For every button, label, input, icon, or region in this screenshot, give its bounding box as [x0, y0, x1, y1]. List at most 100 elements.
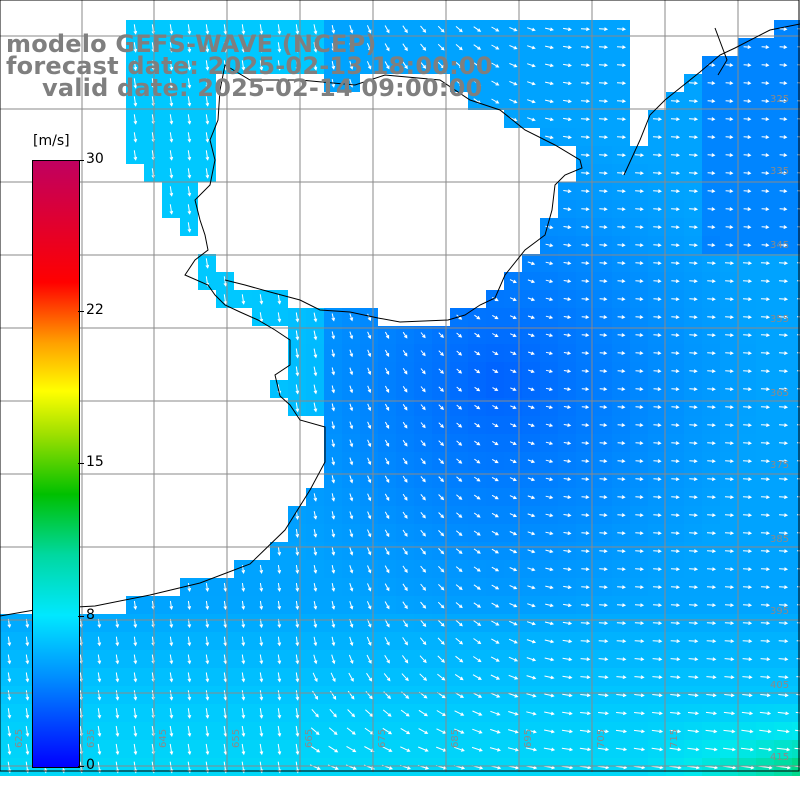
wind-arrow	[760, 441, 771, 445]
wind-arrow	[580, 639, 591, 644]
wind-arrow	[295, 672, 300, 683]
wind-arrow	[509, 297, 517, 302]
wind-arrow	[778, 621, 789, 626]
wind-arrow	[508, 711, 519, 716]
wind-arrow	[778, 351, 789, 355]
wind-arrow	[527, 549, 536, 554]
grid-label-right: 345	[770, 240, 790, 251]
wind-speed-cell	[792, 200, 800, 218]
wind-arrow	[669, 747, 682, 752]
wind-arrow	[689, 423, 698, 427]
wind-arrow	[742, 585, 753, 589]
wind-arrow	[688, 567, 699, 571]
wind-speed-cell	[792, 236, 800, 254]
wind-arrow	[313, 529, 318, 538]
wind-arrow	[779, 171, 788, 175]
wind-arrow	[419, 655, 427, 664]
wind-arrow	[687, 747, 700, 752]
wind-arrow	[707, 81, 716, 85]
wind-arrow	[473, 530, 481, 536]
wind-arrow	[205, 600, 210, 611]
wind-arrow	[349, 25, 354, 34]
wind-arrow	[438, 458, 445, 465]
wind-arrow	[259, 60, 264, 71]
wind-arrow	[778, 405, 789, 409]
wind-arrow	[759, 729, 772, 734]
wind-arrow	[725, 117, 734, 121]
wind-arrow	[349, 565, 354, 574]
wind-arrow	[580, 27, 591, 31]
wind-arrow	[740, 747, 755, 752]
wind-arrow	[474, 404, 481, 410]
wind-arrow	[545, 531, 554, 536]
wind-arrow	[455, 548, 463, 554]
wind-arrow	[454, 728, 465, 734]
wind-arrow	[725, 225, 734, 229]
wind-arrow	[653, 513, 662, 517]
wind-arrow	[544, 99, 554, 104]
wind-arrow	[688, 549, 699, 553]
wind-arrow	[364, 746, 375, 752]
grid-label-bottom: 655	[231, 728, 242, 748]
wind-arrow	[169, 114, 174, 125]
wind-arrow	[438, 350, 444, 357]
wind-arrow	[169, 690, 174, 701]
wind-arrow	[436, 710, 447, 717]
wind-arrow	[563, 99, 572, 104]
wind-arrow	[349, 403, 354, 412]
wind-arrow	[581, 495, 590, 499]
wind-arrow	[651, 765, 664, 770]
wind-speed-cell	[792, 668, 800, 686]
wind-arrow	[205, 708, 210, 719]
wind-speed-cell	[792, 596, 800, 614]
wind-arrow	[437, 61, 445, 69]
wind-arrow	[527, 117, 536, 122]
wind-arrow	[743, 171, 752, 175]
wind-arrow	[367, 511, 372, 520]
wind-arrow	[473, 512, 481, 518]
wind-arrow	[115, 672, 120, 683]
wind-arrow	[653, 567, 662, 571]
wind-arrow	[259, 42, 264, 53]
wind-arrow	[724, 693, 735, 698]
wind-arrow	[473, 620, 482, 627]
wind-arrow	[778, 585, 789, 589]
wind-arrow	[671, 297, 680, 301]
wind-arrow	[779, 63, 788, 67]
wind-arrow	[205, 636, 210, 647]
wind-arrow	[400, 727, 411, 735]
wind-arrow	[492, 369, 499, 373]
wind-arrow	[384, 421, 390, 429]
wind-arrow	[259, 654, 264, 665]
wind-arrow	[635, 279, 644, 283]
wind-arrow	[599, 513, 608, 517]
wind-arrow	[454, 710, 465, 716]
wind-arrow	[509, 477, 517, 482]
wind-arrow	[616, 117, 627, 121]
wind-arrow	[384, 367, 390, 375]
wind-arrow	[491, 98, 500, 104]
wind-arrow	[778, 531, 789, 535]
wind-arrow	[563, 243, 572, 248]
wind-arrow	[473, 656, 482, 663]
wind-arrow	[295, 348, 300, 359]
wind-arrow	[743, 243, 752, 247]
wind-arrow	[725, 243, 734, 247]
coastline	[0, 64, 583, 617]
wind-arrow	[670, 603, 681, 607]
wind-arrow	[402, 475, 408, 483]
wind-arrow	[689, 351, 698, 355]
wind-arrow	[760, 657, 771, 662]
wind-arrow	[743, 99, 752, 103]
wind-arrow	[723, 729, 736, 734]
wind-arrow	[384, 636, 390, 646]
grid-label-bottom: 645	[158, 728, 169, 748]
wind-arrow	[241, 24, 246, 35]
wind-arrow	[384, 43, 390, 52]
wind-arrow	[295, 565, 300, 574]
wind-arrow	[402, 511, 408, 519]
wind-arrow	[419, 673, 428, 681]
wind-arrow	[544, 711, 555, 716]
wind-arrow	[295, 690, 300, 701]
wind-arrow	[725, 333, 734, 337]
